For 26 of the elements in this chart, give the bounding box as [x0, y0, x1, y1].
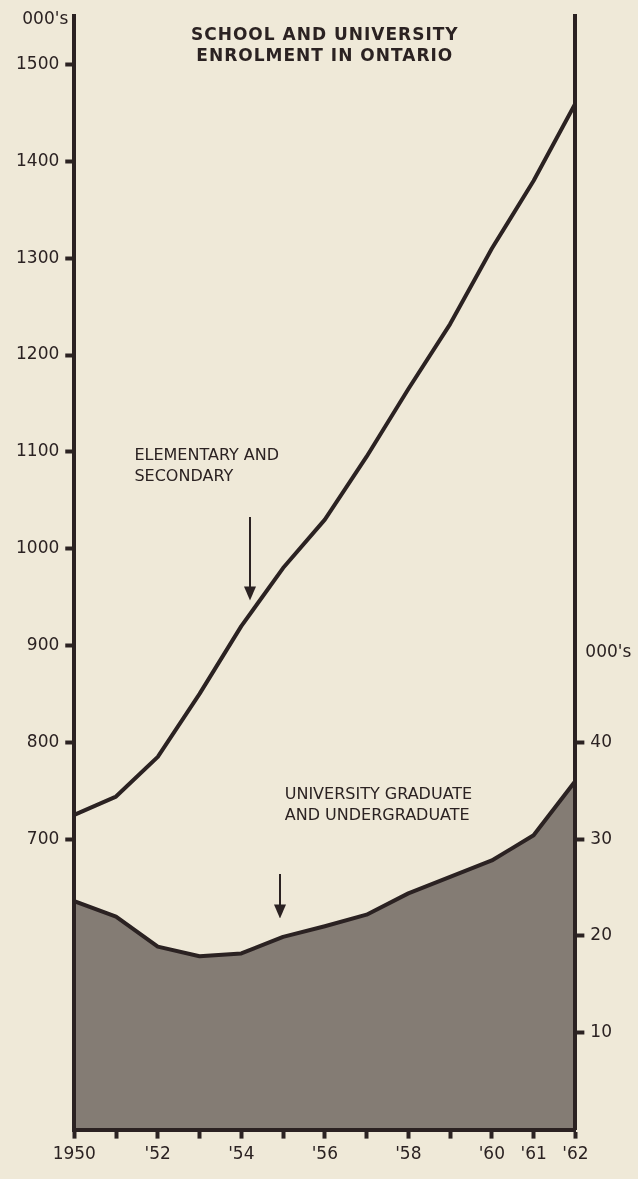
x-tick-label: '52 [144, 1143, 171, 1164]
x-tick-label: '54 [228, 1143, 255, 1164]
y-tick-label: 1500 [16, 53, 60, 74]
y2-axis-title: 000's [585, 640, 632, 663]
y2-tick-label: 20 [590, 924, 613, 945]
y2-tick-label: 10 [590, 1021, 613, 1042]
y-tick-label: 900 [26, 633, 60, 654]
y-tick-label: 1100 [16, 440, 60, 461]
annotation: UNIVERSITY GRADUATE AND UNDERGRADUATE [284, 784, 474, 827]
y-tick-label: 700 [26, 827, 60, 848]
x-tick-label: '62 [562, 1143, 589, 1164]
y2-tick-label: 30 [590, 827, 613, 848]
x-tick-label: '61 [520, 1143, 547, 1164]
annotation: ELEMENTARY AND SECONDARY [134, 444, 281, 487]
text: SCHOOL AND UNIVERSITY ENROLMENT IN ONTARIO [189, 24, 460, 67]
x-tick-label: '56 [311, 1143, 338, 1164]
y2-tick-label: 40 [590, 730, 613, 751]
y-axis-title: 000's [21, 8, 69, 30]
x-tick-label: 1950 [52, 1143, 96, 1164]
x-tick-label: '58 [395, 1143, 422, 1164]
y-tick-label: 1200 [16, 343, 60, 364]
y-tick-label: 1400 [16, 149, 60, 170]
y-tick-label: 1000 [16, 537, 60, 558]
y-tick-label: 1300 [16, 246, 60, 267]
x-tick-label: '60 [478, 1143, 506, 1164]
y-tick-label: 800 [26, 730, 60, 751]
